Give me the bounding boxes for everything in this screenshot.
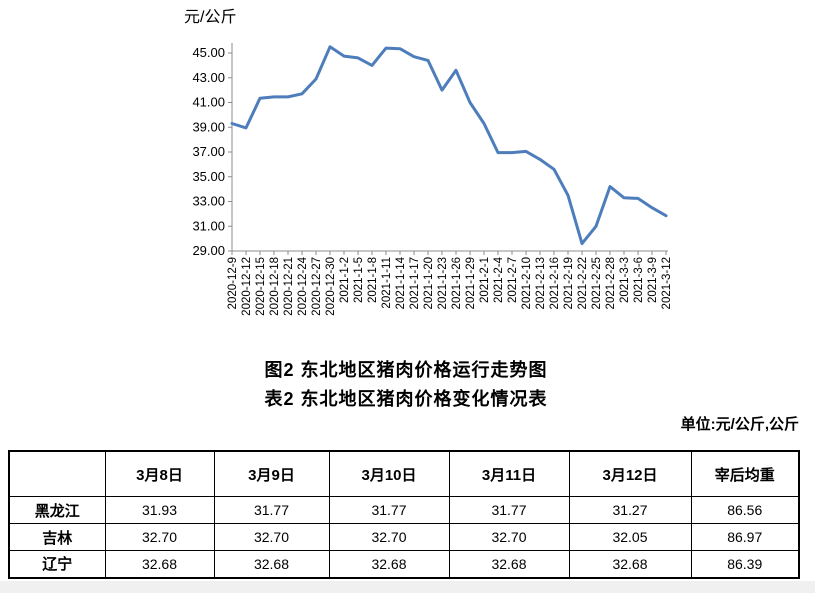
unit-note: 单位:元/公斤,公斤 bbox=[680, 416, 799, 433]
table-row: 辽宁 32.68 32.68 32.68 32.68 32.68 86.39 bbox=[8, 550, 800, 578]
price-cell: 86.56 bbox=[690, 496, 800, 524]
price-cell: 31.93 bbox=[104, 496, 215, 524]
y-tick-label: 39.00 bbox=[192, 119, 225, 134]
bottom-strip bbox=[0, 581, 815, 593]
x-tick-label: 2021-3-12 bbox=[661, 257, 673, 309]
row-label: 辽宁 bbox=[8, 550, 106, 578]
x-tick-label: 2021-1-2 bbox=[339, 257, 351, 303]
x-tick-label: 2021-2-28 bbox=[605, 257, 617, 309]
price-cell: 32.68 bbox=[568, 550, 692, 578]
x-tick-label: 2020-12-24 bbox=[297, 256, 309, 315]
table-header-mar11: 3月11日 bbox=[448, 450, 570, 497]
x-tick-label: 2021-1-14 bbox=[395, 256, 407, 309]
y-tick-label: 43.00 bbox=[192, 70, 225, 85]
y-axis-unit-label: 元/公斤 bbox=[184, 8, 236, 26]
price-cell: 31.27 bbox=[568, 496, 692, 524]
x-tick-label: 2021-2-1 bbox=[479, 257, 491, 303]
price-cell: 31.77 bbox=[448, 496, 570, 524]
y-tick-label: 45.00 bbox=[192, 45, 225, 60]
price-cell: 32.70 bbox=[104, 523, 215, 551]
line-chart-canvas: 元/公斤 29.00 31.00 33.00 35.00 37.00 39.00 41.00 4… bbox=[184, 8, 673, 316]
x-tick-label: 2020-12-27 bbox=[311, 257, 323, 316]
table-header-empty bbox=[8, 450, 106, 497]
price-cell: 32.70 bbox=[448, 523, 570, 551]
x-tick-label: 2020-12-30 bbox=[325, 257, 337, 316]
x-tick-label: 2020-12-9 bbox=[227, 257, 239, 309]
x-tick-label: 2021-1-20 bbox=[423, 257, 435, 309]
price-trend-line bbox=[230, 45, 668, 246]
price-cell: 32.70 bbox=[328, 523, 450, 551]
table-header-carcass-weight: 宰后均重 bbox=[690, 450, 800, 497]
figure-caption: 图2 东北地区猪肉价格运行走势图 bbox=[264, 360, 548, 380]
y-tick-label: 37.00 bbox=[192, 144, 225, 159]
x-tick-label: 2021-3-3 bbox=[619, 257, 631, 303]
y-tick-label: 35.00 bbox=[192, 169, 225, 184]
x-tick-label: 2021-2-19 bbox=[563, 257, 575, 309]
x-tick-label: 2021-1-26 bbox=[451, 257, 463, 309]
price-cell: 32.68 bbox=[328, 550, 450, 578]
row-label: 吉林 bbox=[8, 523, 106, 551]
x-tick-label: 2020-12-15 bbox=[255, 257, 267, 316]
table-caption: 表2 东北地区猪肉价格变化情况表 bbox=[264, 389, 548, 409]
x-tick-label: 2021-1-8 bbox=[367, 257, 379, 303]
price-cell: 86.39 bbox=[690, 550, 800, 578]
price-cell: 86.97 bbox=[690, 523, 800, 551]
pork-price-line-chart: 元/公斤 29.00 31.00 33.00 35.00 37.00 39.00 41.00 4… bbox=[184, 8, 673, 316]
x-tick-label: 2020-12-18 bbox=[269, 257, 281, 316]
table-row: 黑龙江 31.93 31.77 31.77 31.77 31.27 86.56 bbox=[8, 496, 800, 524]
price-cell: 31.77 bbox=[213, 496, 330, 524]
x-tick-label: 2020-12-21 bbox=[283, 257, 295, 316]
x-tick-label: 2021-1-29 bbox=[465, 257, 477, 309]
x-tick-label: 2021-3-6 bbox=[633, 257, 645, 303]
table-header-row: 3月8日 3月9日 3月10日 3月11日 3月12日 宰后均重 bbox=[8, 450, 800, 497]
x-tick-label: 2021-2-16 bbox=[549, 257, 561, 309]
x-tick-label: 2021-2-4 bbox=[493, 256, 505, 303]
table-header-mar9: 3月9日 bbox=[213, 450, 330, 497]
x-tick-label: 2021-1-11 bbox=[381, 257, 393, 309]
x-tick-label: 2020-12-12 bbox=[241, 257, 253, 316]
y-tick-label: 33.00 bbox=[192, 194, 225, 209]
y-tick-label: 41.00 bbox=[192, 95, 225, 110]
x-tick-label: 2021-2-10 bbox=[521, 257, 533, 309]
x-tick-label: 2021-2-7 bbox=[507, 257, 519, 303]
table-row: 吉林 32.70 32.70 32.70 32.70 32.05 86.97 bbox=[8, 523, 800, 551]
price-cell: 31.77 bbox=[328, 496, 450, 524]
price-cell: 32.70 bbox=[213, 523, 330, 551]
x-tick-label: 2021-1-17 bbox=[409, 257, 421, 309]
x-tick-label: 2021-1-23 bbox=[437, 257, 449, 309]
table-header-mar8: 3月8日 bbox=[104, 450, 215, 497]
x-tick-label: 2021-2-13 bbox=[535, 257, 547, 309]
x-tick-label: 2021-3-9 bbox=[647, 257, 659, 303]
price-table: 3月8日 3月9日 3月10日 3月11日 3月12日 宰后均重 黑龙江 31.9… bbox=[8, 450, 800, 579]
y-tick-label: 29.00 bbox=[192, 243, 225, 258]
price-cell: 32.68 bbox=[448, 550, 570, 578]
x-tick-label: 2021-2-25 bbox=[591, 257, 603, 309]
y-tick-label: 31.00 bbox=[192, 218, 225, 233]
price-cell: 32.68 bbox=[104, 550, 215, 578]
price-cell: 32.05 bbox=[568, 523, 692, 551]
x-tick-label: 2021-2-22 bbox=[577, 257, 589, 309]
table-header-mar10: 3月10日 bbox=[328, 450, 450, 497]
price-cell: 32.68 bbox=[213, 550, 330, 578]
table-header-mar12: 3月12日 bbox=[568, 450, 692, 497]
x-tick-label: 2021-1-5 bbox=[353, 257, 365, 303]
row-label: 黑龙江 bbox=[8, 496, 106, 524]
